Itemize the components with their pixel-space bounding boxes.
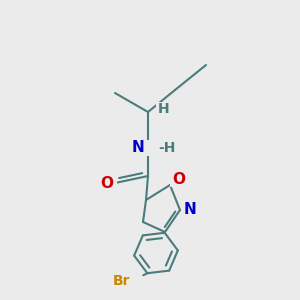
Text: N: N <box>184 202 196 217</box>
Bar <box>156 102 172 116</box>
Text: H: H <box>158 102 170 116</box>
Bar <box>181 203 199 217</box>
Bar <box>130 140 166 156</box>
Text: O: O <box>100 176 113 190</box>
Text: O: O <box>172 172 185 188</box>
Bar <box>97 175 117 191</box>
Bar <box>108 274 134 288</box>
Bar <box>170 173 188 187</box>
Text: N: N <box>131 140 144 155</box>
Text: -H: -H <box>158 141 175 155</box>
Text: Br: Br <box>112 274 130 288</box>
